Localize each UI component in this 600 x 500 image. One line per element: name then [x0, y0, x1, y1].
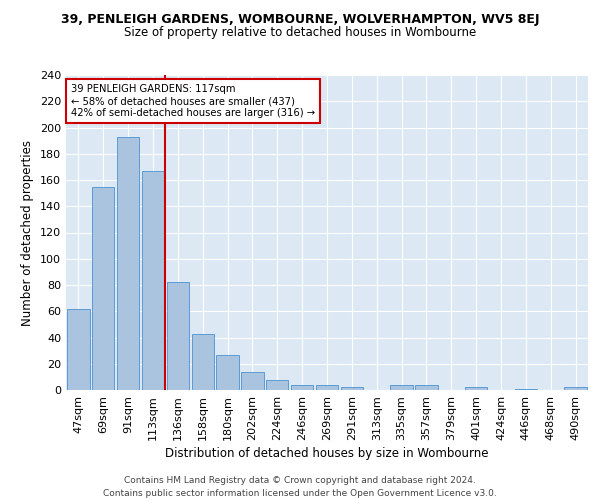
- Bar: [341, 388, 363, 390]
- Bar: [191, 334, 214, 390]
- Bar: [142, 171, 164, 390]
- Bar: [92, 186, 115, 390]
- Bar: [67, 308, 89, 390]
- Bar: [465, 388, 487, 390]
- Bar: [415, 385, 437, 390]
- Text: 39, PENLEIGH GARDENS, WOMBOURNE, WOLVERHAMPTON, WV5 8EJ: 39, PENLEIGH GARDENS, WOMBOURNE, WOLVERH…: [61, 12, 539, 26]
- Bar: [316, 385, 338, 390]
- Bar: [241, 372, 263, 390]
- Bar: [217, 354, 239, 390]
- Bar: [565, 388, 587, 390]
- Bar: [391, 385, 413, 390]
- Y-axis label: Number of detached properties: Number of detached properties: [22, 140, 34, 326]
- Bar: [291, 385, 313, 390]
- Bar: [515, 388, 537, 390]
- Bar: [117, 136, 139, 390]
- Bar: [266, 380, 289, 390]
- Bar: [167, 282, 189, 390]
- Text: Size of property relative to detached houses in Wombourne: Size of property relative to detached ho…: [124, 26, 476, 39]
- X-axis label: Distribution of detached houses by size in Wombourne: Distribution of detached houses by size …: [165, 447, 489, 460]
- Text: Contains HM Land Registry data © Crown copyright and database right 2024.
Contai: Contains HM Land Registry data © Crown c…: [103, 476, 497, 498]
- Text: 39 PENLEIGH GARDENS: 117sqm
← 58% of detached houses are smaller (437)
42% of se: 39 PENLEIGH GARDENS: 117sqm ← 58% of det…: [71, 84, 316, 117]
